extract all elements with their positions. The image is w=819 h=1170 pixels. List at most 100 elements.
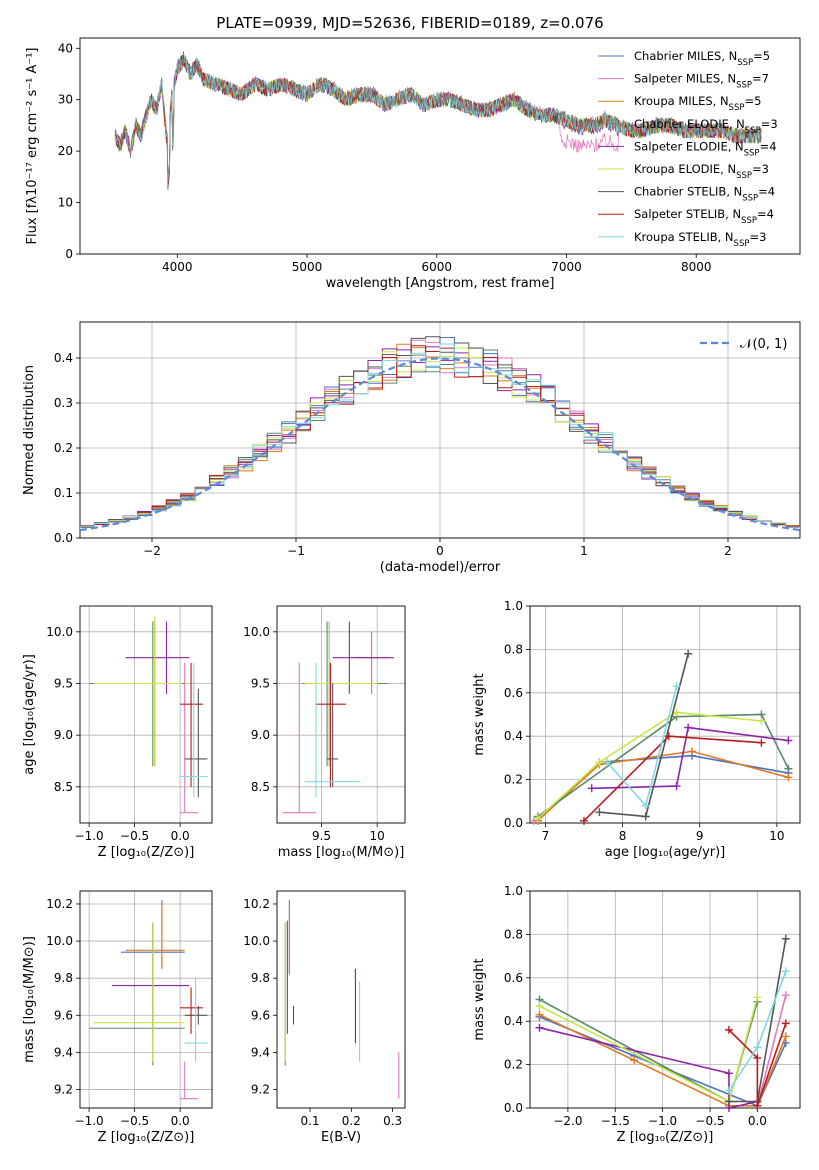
plot-frame — [276, 605, 406, 824]
y-tick-label: 9.5 — [251, 677, 270, 691]
weight-series-line — [537, 750, 789, 822]
weight-marker — [672, 782, 681, 791]
weight-marker — [641, 812, 650, 821]
weight-marker — [533, 814, 542, 823]
residuals-axes: −2 −1 0 1 2 0.0 0.1 0.2 0.3 0.4 (data-model)/error… — [22, 321, 801, 575]
y-axis-label: mass weight — [472, 958, 487, 1040]
y-tick-label: 10.2 — [243, 897, 270, 911]
x-axis-label: wavelength [Angstrom, rest frame] — [326, 276, 555, 291]
y-tick-label: 1.0 — [504, 884, 523, 898]
plot-frame — [79, 890, 213, 1109]
y-tick-label: 9.4 — [251, 1045, 270, 1059]
x-tick-label: −1.0 — [648, 1114, 677, 1128]
x-axis-label: Z [log₁₀(Z/Z⊙)] — [617, 1130, 714, 1145]
mass_age-axes: 9.5 10 8.5 9.0 9.5 10.0 mass [log₁₀(M/M⊙)] — [243, 605, 406, 860]
plot-frame — [79, 37, 801, 255]
x-tick-label: 10 — [769, 829, 784, 843]
plot-frame — [79, 605, 213, 824]
y-tick-label: 0.4 — [54, 351, 73, 365]
x-axis-label: E(B-V) — [321, 1130, 361, 1145]
y-tick-label: 0.0 — [54, 531, 73, 545]
x-tick-label: 1 — [580, 544, 588, 558]
x-tick-label: 6000 — [421, 260, 452, 274]
weight-series-line — [756, 994, 787, 1107]
histograms — [80, 336, 800, 530]
x-axis-label: age [log₁₀(age/yr)] — [605, 845, 726, 860]
x-tick-label: 5000 — [292, 260, 323, 274]
weight-marker — [587, 784, 596, 793]
chart-title: PLATE=0939, MJD=52636, FIBERID=0189, z=0… — [216, 14, 603, 32]
y-tick-label: 10.0 — [46, 934, 73, 948]
weight-marker — [784, 773, 793, 782]
weight-marker — [535, 1002, 544, 1011]
z_weight-axes: −2.0 −1.5 −1.0 −0.5 0.0 0.0 0.2 0.4 0.6 0.8 1.0 Z [… — [472, 884, 801, 1145]
x-tick-label: 0.0 — [748, 1114, 767, 1128]
x-tick-label: −1.5 — [601, 1114, 630, 1128]
weight-marker — [753, 1054, 762, 1063]
x-tick-label: −2 — [143, 544, 161, 558]
x-tick-label: 4000 — [162, 260, 193, 274]
plot-frame — [529, 890, 801, 1109]
x-tick-label: 9 — [696, 829, 704, 843]
spectrum-axes: 4000 5000 6000 7000 8000 0 10 20 30 40 wavelength … — [25, 37, 801, 291]
y-tick-label: 10.0 — [243, 625, 270, 639]
x-tick-label: −1.0 — [75, 1114, 104, 1128]
y-tick-label: 0.1 — [54, 486, 73, 500]
histogram-series — [80, 343, 800, 530]
weight-marker — [753, 1101, 762, 1110]
x-tick-label: −0.5 — [120, 1114, 149, 1128]
weight-marker — [757, 717, 766, 726]
y-tick-label: 9.5 — [54, 677, 73, 691]
weight-series-line — [591, 726, 789, 790]
weight-marker — [684, 723, 693, 732]
weight-marker — [580, 816, 588, 825]
weight-series-line — [539, 997, 759, 1103]
y-tick-label: 9.8 — [54, 971, 73, 985]
y-tick-label: 9.8 — [251, 971, 270, 985]
weight-marker — [535, 1010, 544, 1019]
x-tick-label: −0.5 — [695, 1114, 724, 1128]
y-tick-label: 10.0 — [46, 625, 73, 639]
weight-marker — [784, 736, 793, 745]
weight-series-line — [539, 1016, 787, 1107]
x-axis-label: mass [log₁₀(M/M⊙)] — [278, 845, 405, 860]
age_weight-axes: 7 8 9 10 0.0 0.2 0.4 0.6 0.8 1.0 age [log₁₀(age/yr… — [472, 599, 801, 860]
y-tick-label: 8.5 — [54, 780, 73, 794]
y-tick-label: 0.8 — [504, 927, 523, 941]
weight-marker — [672, 708, 681, 717]
weight-series-line — [537, 713, 790, 818]
legend-label: Chabrier MILES, NSSP=5 — [634, 49, 770, 68]
weight-series-line — [537, 754, 789, 822]
y-tick-label: 10 — [58, 196, 73, 210]
z_mass-axes: −1.0 −0.5 0.0 9.2 9.4 9.6 9.8 10.0 10.2 Z [log₁₀(… — [22, 890, 213, 1145]
weight-marker — [753, 1043, 762, 1052]
y-tick-label: 0.4 — [504, 1014, 523, 1028]
plot-frame — [276, 890, 406, 1109]
y-tick-label: 0.3 — [54, 396, 73, 410]
weight-marker — [724, 1097, 733, 1106]
x-axis-label: Z [log₁₀(Z/Z⊙)] — [98, 845, 195, 860]
weight-marker — [688, 747, 696, 756]
x-tick-label: 0.2 — [342, 1114, 361, 1128]
y-tick-label: 0.8 — [504, 642, 523, 656]
y-axis-label: Flux [fλ10⁻¹⁷ erg cm⁻² s⁻¹ A⁻¹] — [25, 48, 40, 245]
y-tick-label: 9.6 — [251, 1008, 270, 1022]
weight-series-line — [537, 711, 762, 820]
y-axis-label: Normed distribution — [22, 365, 37, 495]
y-tick-label: 9.2 — [251, 1082, 270, 1096]
legend-label: Kroupa MILES, NSSP=5 — [634, 94, 761, 113]
model-spectrum-line — [114, 51, 762, 180]
x-axis-label: Z [log₁₀(Z/Z⊙)] — [98, 1130, 195, 1145]
y-axis-label: mass [log₁₀(M/M⊙)] — [22, 936, 37, 1063]
y-tick-label: 9.0 — [54, 728, 73, 742]
weight-marker — [784, 764, 793, 773]
y-tick-label: 0.0 — [504, 816, 523, 830]
spectrum-legend: Chabrier MILES, NSSP=5 Salpeter MILES, NS… — [598, 49, 778, 249]
legend-label: Kroupa ELODIE, NSSP=3 — [634, 162, 769, 181]
weight-marker — [781, 1032, 790, 1041]
y-tick-label: 0.4 — [504, 729, 523, 743]
legend-label: Salpeter MILES, NSSP=7 — [634, 72, 769, 91]
ebv_mass-axes: 0.1 0.2 0.3 9.2 9.4 9.6 9.8 10.0 10.2 E(B-V) — [243, 890, 406, 1145]
x-tick-label: 0.1 — [300, 1114, 319, 1128]
y-tick-label: 0.2 — [504, 773, 523, 787]
